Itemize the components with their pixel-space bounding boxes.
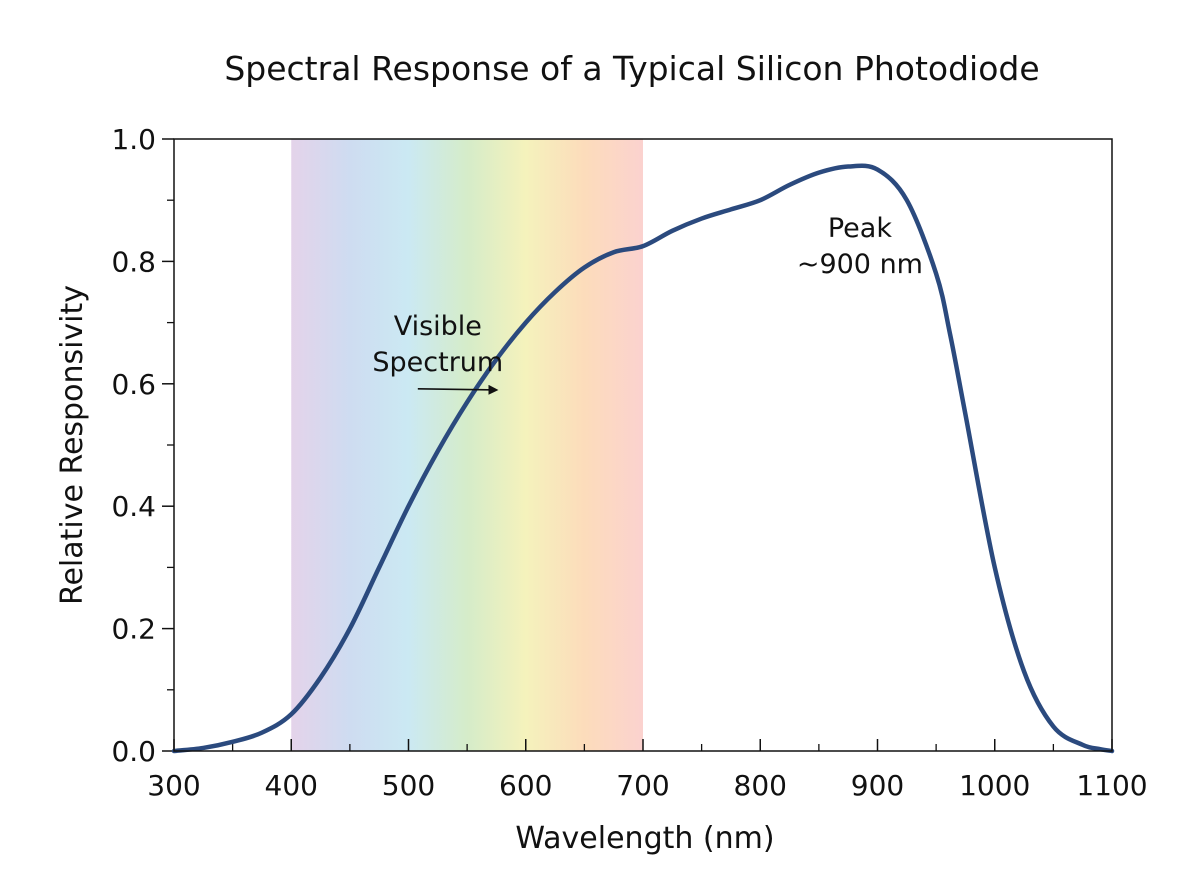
annotations: Visible Spectrum Peak ~900 nm xyxy=(372,213,923,395)
x-tick-label: 1100 xyxy=(1076,769,1147,802)
y-tick-label: 0.0 xyxy=(111,735,156,768)
x-tick-label: 700 xyxy=(616,769,669,802)
y-tick-label: 0.8 xyxy=(111,245,156,278)
visible-annotation-text: Spectrum xyxy=(372,347,503,378)
y-tick-label: 1.0 xyxy=(111,123,156,156)
x-tick-label: 1000 xyxy=(959,769,1030,802)
x-tick-label: 600 xyxy=(499,769,552,802)
plot-frame xyxy=(173,138,1113,752)
x-tick-label: 900 xyxy=(851,769,904,802)
visible-spectrum-band xyxy=(291,139,643,751)
x-tick-label: 400 xyxy=(265,769,318,802)
visible-annotation-text: Visible xyxy=(394,311,482,342)
peak-annotation-text: Peak xyxy=(828,213,892,244)
peak-annotation-text: ~900 nm xyxy=(797,249,923,280)
x-axis-ticks: 300 400 500 600 700 800 900 1000 1100 xyxy=(147,739,1148,802)
responsivity-series-line xyxy=(171,163,1115,754)
chart-title: Spectral Response of a Typical Silicon P… xyxy=(224,49,1039,88)
y-tick-label: 0.6 xyxy=(111,368,156,401)
y-tick-label: 0.2 xyxy=(111,613,156,646)
x-tick-label: 800 xyxy=(734,769,787,802)
y-tick-label: 0.4 xyxy=(111,490,156,523)
y-axis-label: Relative Responsivity xyxy=(55,285,90,605)
x-tick-label: 300 xyxy=(147,769,200,802)
visible-annotation-arrow xyxy=(417,384,499,395)
x-axis-label: Wavelength (nm) xyxy=(515,821,774,856)
x-tick-label: 500 xyxy=(382,769,435,802)
y-axis-ticks: 0.0 0.2 0.4 0.6 0.8 1.0 xyxy=(111,123,174,768)
